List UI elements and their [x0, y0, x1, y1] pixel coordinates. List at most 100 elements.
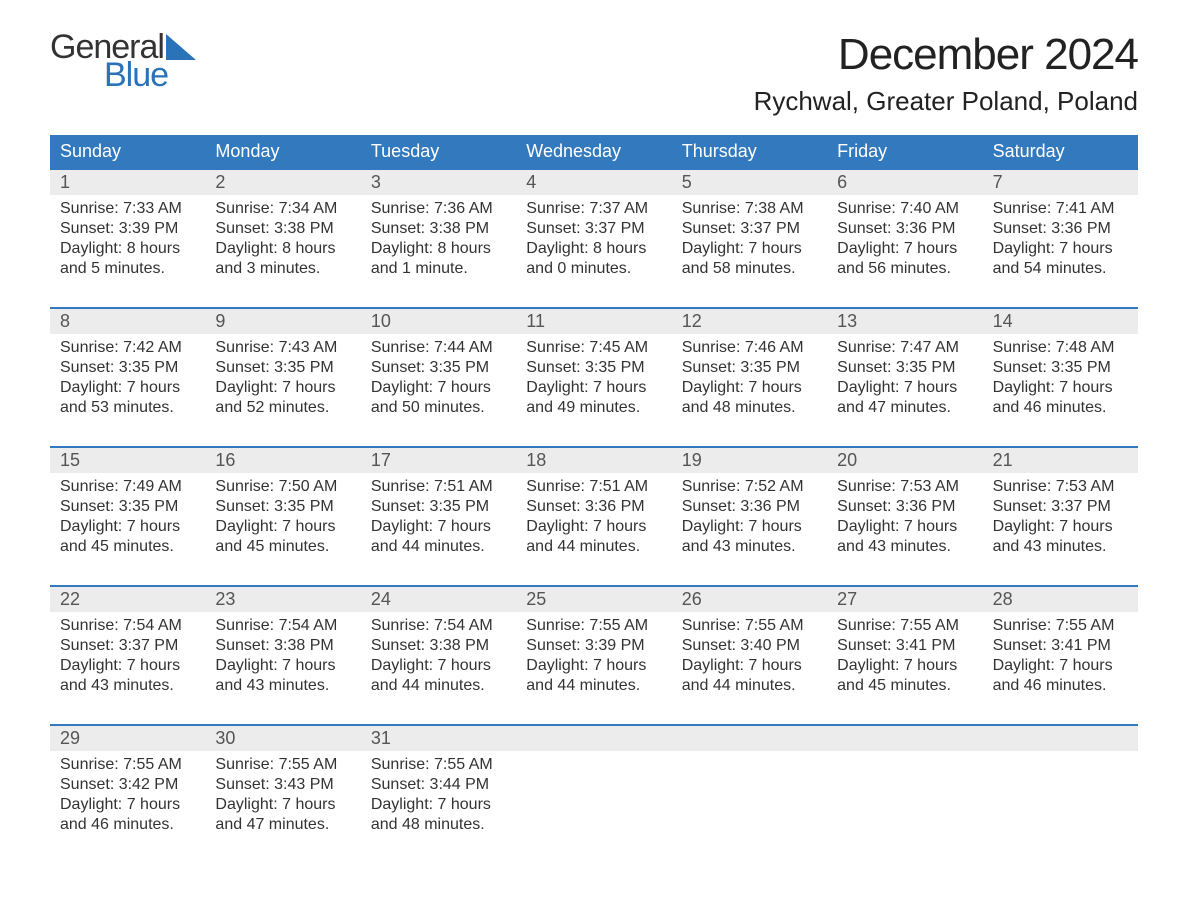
calendar: SundayMondayTuesdayWednesdayThursdayFrid…	[50, 135, 1138, 863]
detail-line-sunset: Sunset: 3:36 PM	[526, 497, 661, 517]
detail-line-d2: and 58 minutes.	[682, 259, 817, 279]
week: 1234567Sunrise: 7:33 AMSunset: 3:39 PMDa…	[50, 168, 1138, 307]
detail-line-d2: and 45 minutes.	[215, 537, 350, 557]
day-number: 24	[361, 587, 516, 612]
day-details: Sunrise: 7:40 AMSunset: 3:36 PMDaylight:…	[827, 195, 982, 307]
detail-line-d1: Daylight: 8 hours	[215, 239, 350, 259]
detail-line-d1: Daylight: 7 hours	[215, 378, 350, 398]
detail-line-d1: Daylight: 7 hours	[371, 517, 506, 537]
day-details: Sunrise: 7:34 AMSunset: 3:38 PMDaylight:…	[205, 195, 360, 307]
detail-line-d2: and 3 minutes.	[215, 259, 350, 279]
detail-line-d1: Daylight: 7 hours	[682, 239, 817, 259]
day-details: Sunrise: 7:36 AMSunset: 3:38 PMDaylight:…	[361, 195, 516, 307]
day-number-row: 891011121314	[50, 309, 1138, 334]
detail-line-sunset: Sunset: 3:35 PM	[60, 497, 195, 517]
detail-line-sunrise: Sunrise: 7:55 AM	[60, 755, 195, 775]
detail-line-d1: Daylight: 8 hours	[60, 239, 195, 259]
day-number: 20	[827, 448, 982, 473]
detail-line-sunrise: Sunrise: 7:41 AM	[993, 199, 1128, 219]
day-number: 14	[983, 309, 1138, 334]
detail-line-sunrise: Sunrise: 7:55 AM	[526, 616, 661, 636]
detail-line-sunset: Sunset: 3:38 PM	[371, 219, 506, 239]
detail-line-d2: and 45 minutes.	[837, 676, 972, 696]
day-number: 12	[672, 309, 827, 334]
detail-line-d1: Daylight: 7 hours	[837, 656, 972, 676]
detail-line-d2: and 43 minutes.	[993, 537, 1128, 557]
day-details: Sunrise: 7:55 AMSunset: 3:41 PMDaylight:…	[827, 612, 982, 724]
detail-line-sunrise: Sunrise: 7:55 AM	[993, 616, 1128, 636]
day-details: Sunrise: 7:45 AMSunset: 3:35 PMDaylight:…	[516, 334, 671, 446]
detail-line-d1: Daylight: 7 hours	[526, 656, 661, 676]
titles: December 2024 Rychwal, Greater Poland, P…	[754, 30, 1138, 117]
day-header: Saturday	[983, 135, 1138, 168]
day-number: 16	[205, 448, 360, 473]
day-number: 18	[516, 448, 671, 473]
detail-line-sunrise: Sunrise: 7:54 AM	[60, 616, 195, 636]
detail-line-sunset: Sunset: 3:42 PM	[60, 775, 195, 795]
detail-line-sunset: Sunset: 3:36 PM	[837, 497, 972, 517]
day-number: 25	[516, 587, 671, 612]
detail-line-d2: and 43 minutes.	[60, 676, 195, 696]
detail-line-sunrise: Sunrise: 7:40 AM	[837, 199, 972, 219]
day-details	[516, 751, 671, 863]
detail-line-d2: and 5 minutes.	[60, 259, 195, 279]
day-details: Sunrise: 7:48 AMSunset: 3:35 PMDaylight:…	[983, 334, 1138, 446]
day-details: Sunrise: 7:46 AMSunset: 3:35 PMDaylight:…	[672, 334, 827, 446]
detail-line-d2: and 46 minutes.	[993, 676, 1128, 696]
day-number-row: 15161718192021	[50, 448, 1138, 473]
detail-line-d1: Daylight: 7 hours	[993, 517, 1128, 537]
day-number: 4	[516, 170, 671, 195]
detail-line-sunset: Sunset: 3:38 PM	[215, 636, 350, 656]
detail-line-d2: and 46 minutes.	[993, 398, 1128, 418]
day-details: Sunrise: 7:49 AMSunset: 3:35 PMDaylight:…	[50, 473, 205, 585]
detail-line-sunrise: Sunrise: 7:50 AM	[215, 477, 350, 497]
day-details: Sunrise: 7:41 AMSunset: 3:36 PMDaylight:…	[983, 195, 1138, 307]
day-number	[827, 726, 982, 751]
day-number: 26	[672, 587, 827, 612]
detail-line-d1: Daylight: 7 hours	[837, 517, 972, 537]
detail-line-d2: and 49 minutes.	[526, 398, 661, 418]
day-details: Sunrise: 7:53 AMSunset: 3:36 PMDaylight:…	[827, 473, 982, 585]
day-number: 8	[50, 309, 205, 334]
detail-line-sunrise: Sunrise: 7:44 AM	[371, 338, 506, 358]
detail-line-d2: and 43 minutes.	[215, 676, 350, 696]
detail-line-d2: and 52 minutes.	[215, 398, 350, 418]
day-details: Sunrise: 7:53 AMSunset: 3:37 PMDaylight:…	[983, 473, 1138, 585]
day-number: 29	[50, 726, 205, 751]
detail-line-sunrise: Sunrise: 7:52 AM	[682, 477, 817, 497]
day-details: Sunrise: 7:54 AMSunset: 3:37 PMDaylight:…	[50, 612, 205, 724]
details-row: Sunrise: 7:54 AMSunset: 3:37 PMDaylight:…	[50, 612, 1138, 724]
day-details: Sunrise: 7:55 AMSunset: 3:43 PMDaylight:…	[205, 751, 360, 863]
day-details: Sunrise: 7:51 AMSunset: 3:35 PMDaylight:…	[361, 473, 516, 585]
day-number: 21	[983, 448, 1138, 473]
day-header: Thursday	[672, 135, 827, 168]
detail-line-d1: Daylight: 7 hours	[837, 378, 972, 398]
detail-line-sunset: Sunset: 3:39 PM	[60, 219, 195, 239]
day-header: Friday	[827, 135, 982, 168]
detail-line-sunrise: Sunrise: 7:49 AM	[60, 477, 195, 497]
day-details: Sunrise: 7:52 AMSunset: 3:36 PMDaylight:…	[672, 473, 827, 585]
detail-line-sunset: Sunset: 3:35 PM	[837, 358, 972, 378]
detail-line-sunrise: Sunrise: 7:34 AM	[215, 199, 350, 219]
detail-line-sunset: Sunset: 3:37 PM	[993, 497, 1128, 517]
day-details	[983, 751, 1138, 863]
detail-line-d1: Daylight: 7 hours	[215, 656, 350, 676]
detail-line-sunset: Sunset: 3:35 PM	[371, 358, 506, 378]
detail-line-sunrise: Sunrise: 7:53 AM	[837, 477, 972, 497]
detail-line-d1: Daylight: 7 hours	[371, 656, 506, 676]
day-details	[827, 751, 982, 863]
detail-line-sunset: Sunset: 3:36 PM	[993, 219, 1128, 239]
detail-line-d2: and 44 minutes.	[371, 537, 506, 557]
detail-line-d1: Daylight: 7 hours	[526, 378, 661, 398]
detail-line-d2: and 43 minutes.	[682, 537, 817, 557]
day-number: 28	[983, 587, 1138, 612]
detail-line-d2: and 43 minutes.	[837, 537, 972, 557]
day-number: 11	[516, 309, 671, 334]
location-text: Rychwal, Greater Poland, Poland	[754, 86, 1138, 117]
day-number: 6	[827, 170, 982, 195]
detail-line-sunset: Sunset: 3:35 PM	[215, 358, 350, 378]
detail-line-d1: Daylight: 7 hours	[682, 378, 817, 398]
detail-line-sunrise: Sunrise: 7:54 AM	[215, 616, 350, 636]
day-number: 10	[361, 309, 516, 334]
detail-line-d1: Daylight: 7 hours	[682, 517, 817, 537]
